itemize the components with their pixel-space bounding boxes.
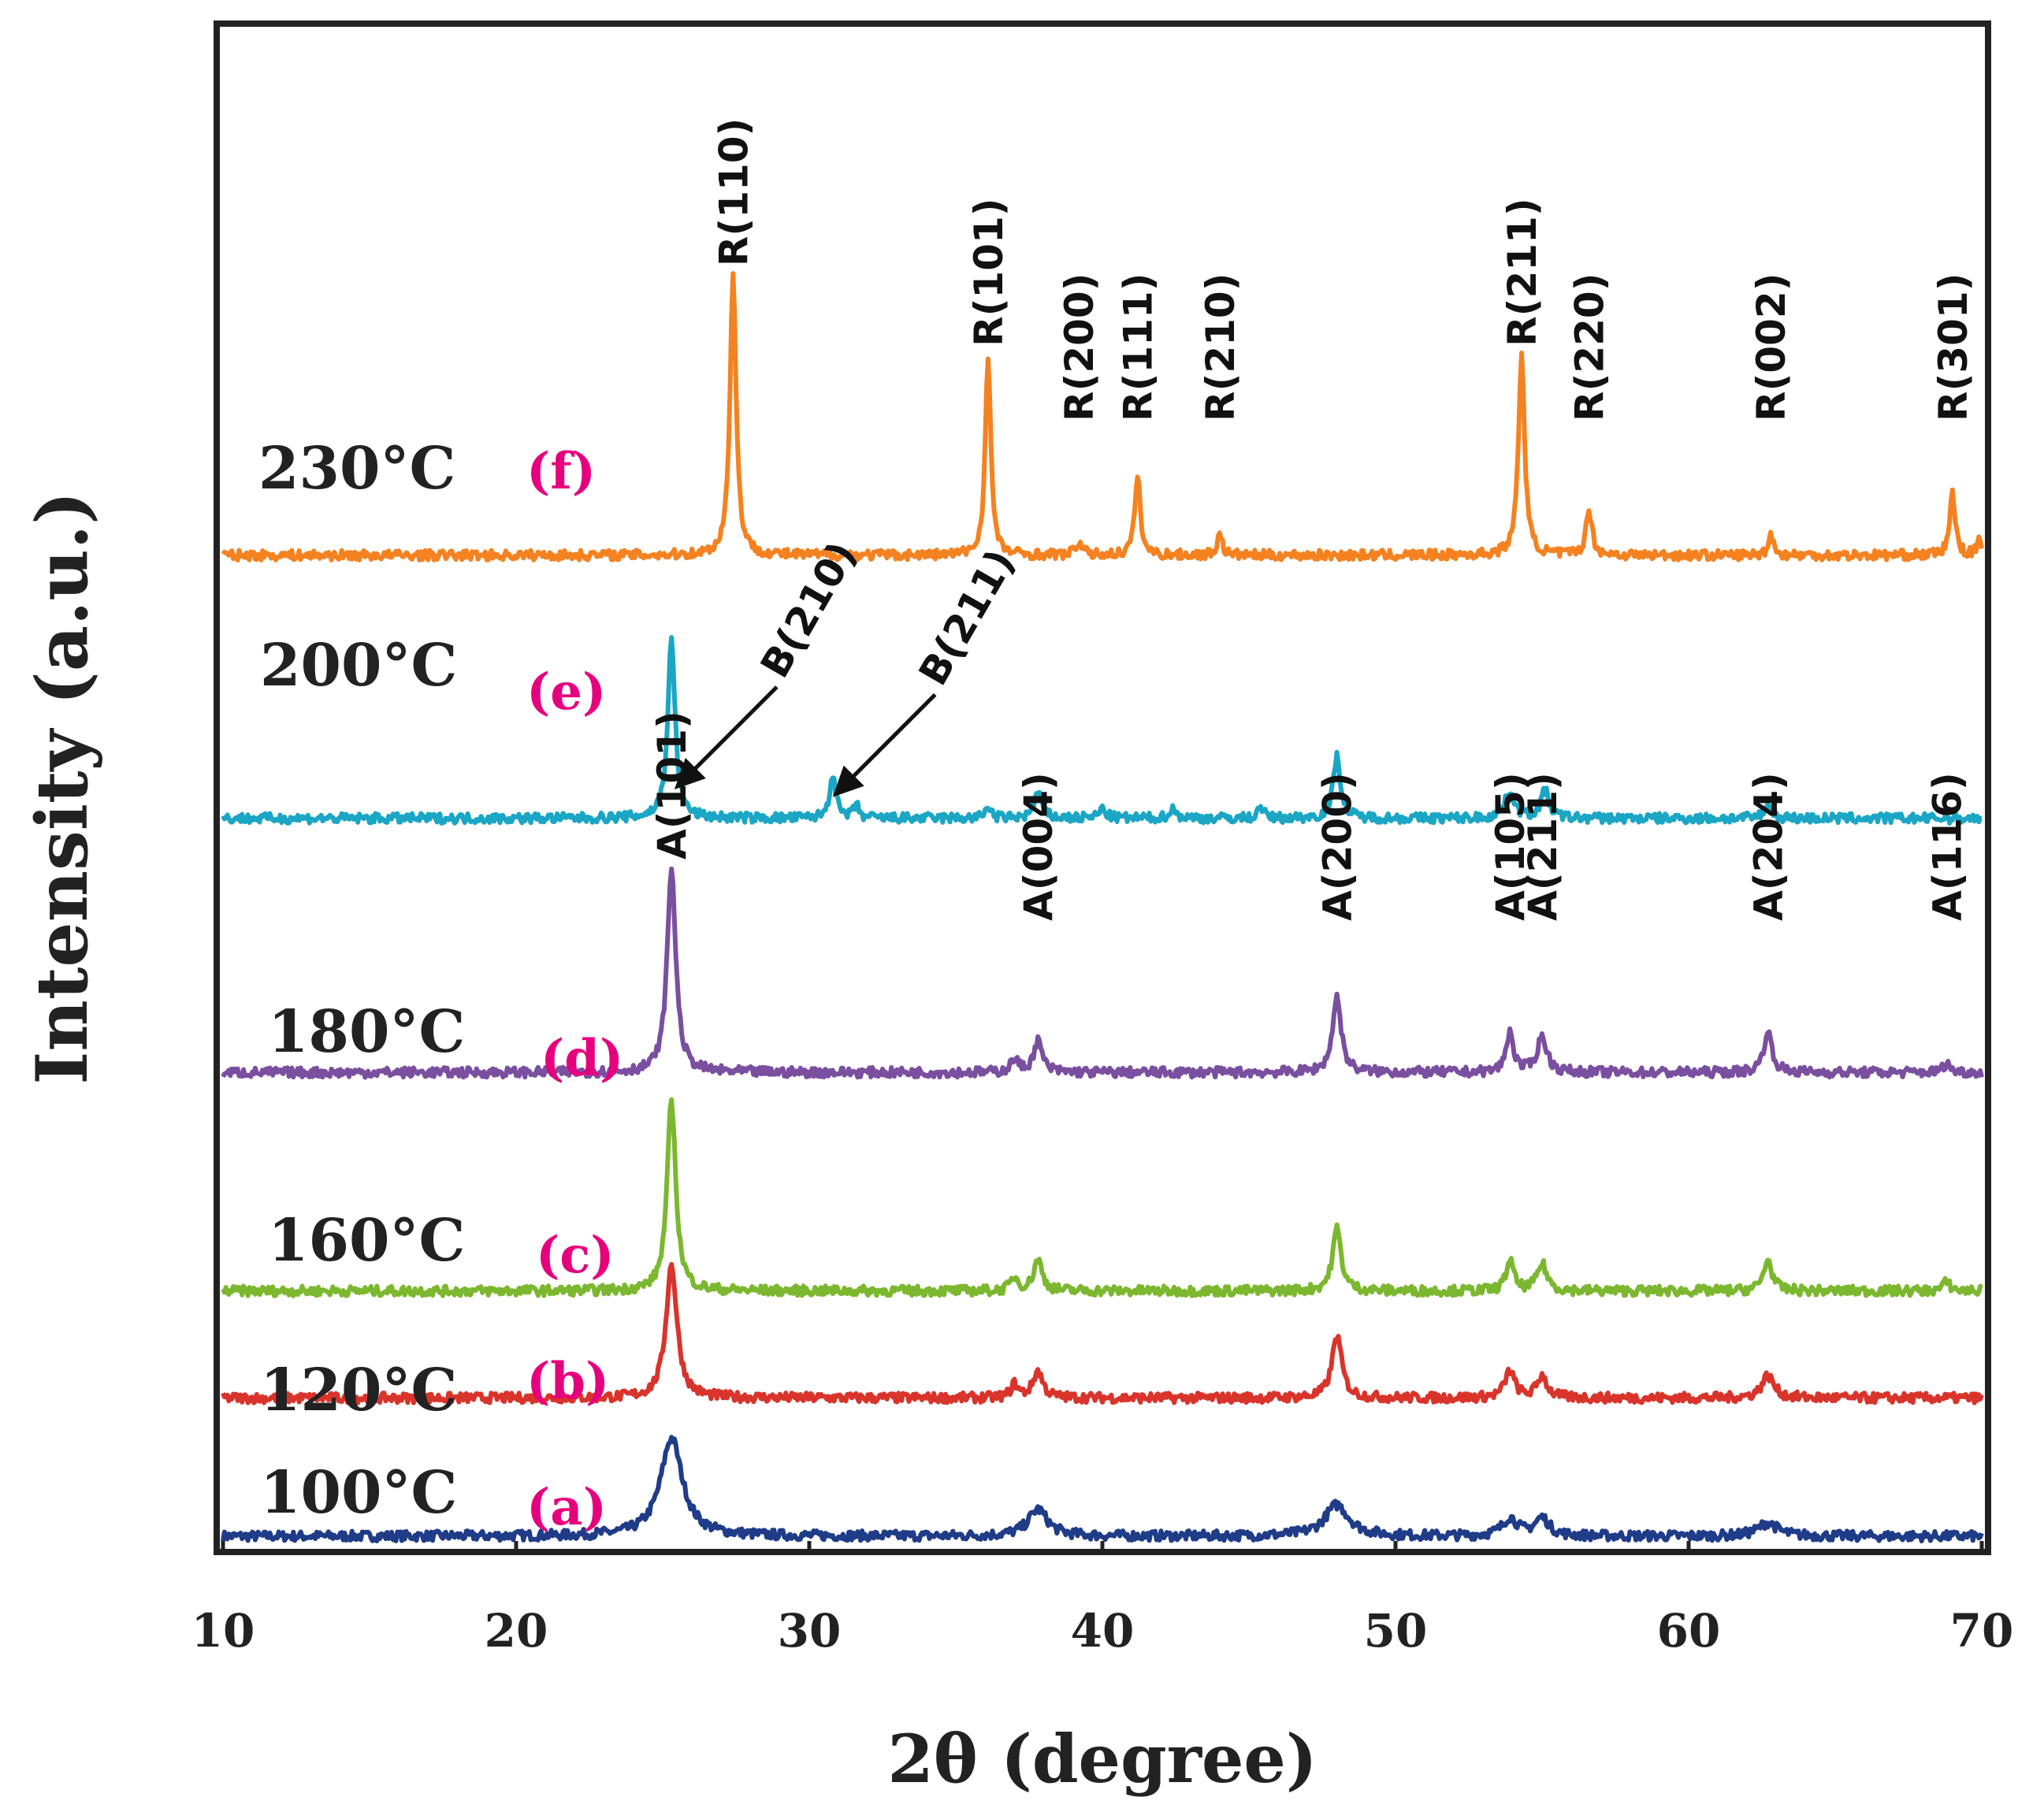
peak-label: A(004) (1016, 772, 1061, 921)
series-temp-label: 180°C (268, 998, 465, 1066)
series-line-120c (221, 1261, 1984, 1405)
x-tick-label: 20 (485, 1604, 548, 1658)
series-letter-label: (f) (526, 442, 596, 501)
peak-label: A(101) (649, 711, 695, 860)
x-axis-title: 2θ (degree) (887, 1720, 1317, 1798)
x-tick-label: 10 (191, 1604, 255, 1658)
series-temp-label: 160°C (268, 1207, 465, 1275)
peak-label: R(301) (1931, 273, 1976, 421)
peak-label: R(002) (1749, 273, 1794, 421)
x-tick-label: 40 (1071, 1604, 1135, 1658)
peak-label: A(105) (1488, 772, 1533, 921)
series-line-180c (221, 866, 1984, 1080)
annotation-arrow (687, 685, 779, 777)
peak-label: R(200) (1057, 273, 1102, 421)
peak-label: B(211) (910, 542, 1024, 693)
series-layer (221, 271, 1984, 1543)
peak-label: A(116) (1924, 772, 1970, 921)
series-letter-label: (e) (526, 663, 606, 722)
tick-layer: 10 20 30 40 50 60 70 (191, 1541, 2014, 1658)
series-letter-label: (d) (541, 1029, 623, 1088)
plot-frame (214, 20, 1991, 1555)
peak-label: A(200) (1315, 772, 1361, 921)
series-line-100c (221, 1435, 1984, 1543)
annotation-arrowhead (832, 765, 864, 797)
series-letter-label: (a) (526, 1478, 607, 1537)
x-tick-label: 60 (1657, 1604, 1721, 1658)
series-temp-label: 200°C (260, 632, 457, 700)
peak-label: R(111) (1116, 273, 1161, 421)
x-tick-label: 50 (1364, 1604, 1428, 1658)
peak-label: R(101) (966, 198, 1012, 347)
peak-label: R(210) (1198, 273, 1243, 421)
series-line-160c (221, 1097, 1983, 1298)
series-temp-label: 230°C (258, 435, 455, 503)
series-letter-label: (c) (536, 1226, 615, 1285)
label-layer: 100°C (a) 120°C (b) 160°C (c) 180°C (d) 200°C (e)… (258, 118, 1976, 1537)
y-axis-title: Intensity (a.u.) (20, 491, 104, 1084)
annotation-arrowhead (674, 757, 706, 789)
annotation-arrow (845, 692, 937, 785)
peak-label: A(204) (1745, 772, 1791, 921)
peak-label: R(211) (1500, 198, 1545, 347)
peak-label: R(110) (711, 118, 756, 267)
x-tick-label: 30 (778, 1604, 842, 1658)
peak-label: R(220) (1567, 273, 1613, 421)
peak-label: A(211) (1520, 772, 1566, 921)
series-line-200c (221, 635, 1983, 826)
series-temp-label: 120°C (260, 1357, 457, 1424)
series-temp-label: 100°C (260, 1459, 457, 1527)
x-tick-label: 70 (1950, 1604, 2014, 1658)
series-letter-label: (b) (526, 1352, 609, 1411)
series-line-230c (221, 271, 1984, 563)
